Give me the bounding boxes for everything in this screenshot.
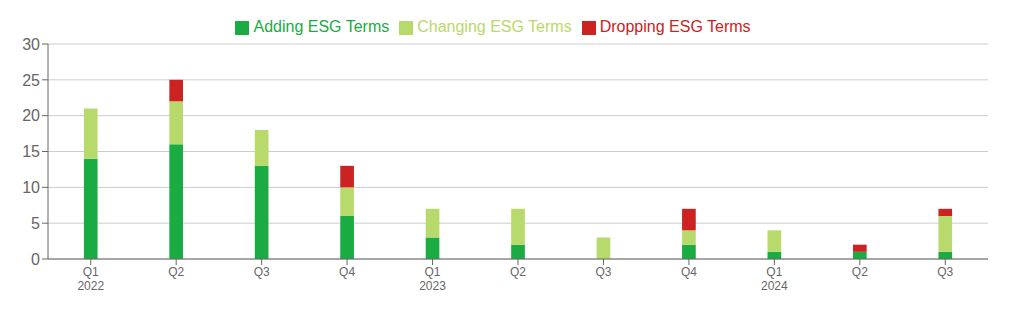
svg-text:Q12023: Q12023 <box>419 265 446 293</box>
html-text:Dropping ESG Terms: Dropping ESG Terms <box>599 18 751 35</box>
svg-text:Q2: Q2 <box>852 265 868 279</box>
html-text:Changing ESG Terms: Changing ESG Terms <box>417 18 572 35</box>
svg-text:0: 0 <box>31 251 40 268</box>
svg-text:Q3: Q3 <box>937 265 953 279</box>
svg-text:Q3: Q3 <box>254 265 270 279</box>
svg-text:30: 30 <box>22 36 40 53</box>
svg-text:Q2: Q2 <box>510 265 526 279</box>
svg-text:Q4: Q4 <box>339 265 355 279</box>
svg-text:10: 10 <box>22 179 40 196</box>
html-text:Adding ESG Terms: Adding ESG Terms <box>253 18 390 35</box>
svg-text:Q12022: Q12022 <box>77 265 104 293</box>
svg-text:Q2: Q2 <box>168 265 184 279</box>
svg-text:Q12024: Q12024 <box>761 265 788 293</box>
svg-text:15: 15 <box>22 143 40 160</box>
svg-text:Q4: Q4 <box>681 265 697 279</box>
svg-text:Q3: Q3 <box>595 265 611 279</box>
svg-text:20: 20 <box>22 107 40 124</box>
svg-text:5: 5 <box>31 215 40 232</box>
svg-text:25: 25 <box>22 72 40 89</box>
